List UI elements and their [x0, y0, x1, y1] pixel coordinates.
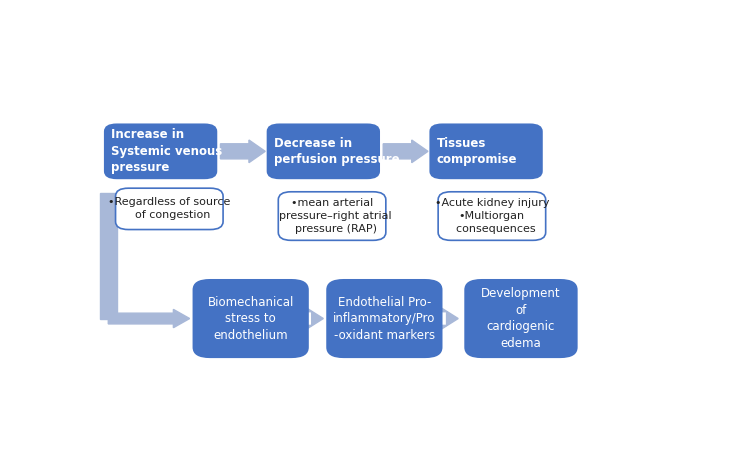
FancyArrow shape	[383, 140, 428, 163]
FancyArrow shape	[220, 140, 266, 163]
Text: •Acute kidney injury
•Multiorgan
  consequences: •Acute kidney injury •Multiorgan consequ…	[435, 198, 549, 234]
FancyBboxPatch shape	[193, 279, 309, 358]
FancyBboxPatch shape	[326, 279, 442, 358]
Text: Increase in
Systemic venous
pressure: Increase in Systemic venous pressure	[111, 128, 222, 174]
Text: Decrease in
perfusion pressure: Decrease in perfusion pressure	[274, 136, 399, 166]
FancyBboxPatch shape	[267, 123, 380, 179]
FancyArrow shape	[442, 308, 458, 329]
FancyBboxPatch shape	[430, 123, 543, 179]
FancyBboxPatch shape	[116, 188, 223, 230]
FancyBboxPatch shape	[464, 279, 578, 358]
Text: •mean arterial
  pressure–right atrial
  pressure (RAP): •mean arterial pressure–right atrial pre…	[272, 198, 392, 234]
Text: •Regardless of source
  of congestion: •Regardless of source of congestion	[108, 198, 230, 220]
FancyBboxPatch shape	[278, 192, 386, 241]
FancyArrow shape	[108, 309, 190, 328]
Text: Biomechanical
stress to
endothelium: Biomechanical stress to endothelium	[208, 296, 294, 341]
FancyBboxPatch shape	[438, 192, 546, 241]
Text: Endothelial Pro-
inflammatory/Pro
-oxidant markers: Endothelial Pro- inflammatory/Pro -oxida…	[333, 296, 436, 341]
FancyBboxPatch shape	[104, 123, 218, 179]
Text: Development
of
cardiogenic
edema: Development of cardiogenic edema	[482, 287, 561, 350]
Text: Tissues
compromise: Tissues compromise	[436, 136, 517, 166]
FancyArrow shape	[100, 193, 117, 318]
FancyArrow shape	[307, 308, 323, 329]
